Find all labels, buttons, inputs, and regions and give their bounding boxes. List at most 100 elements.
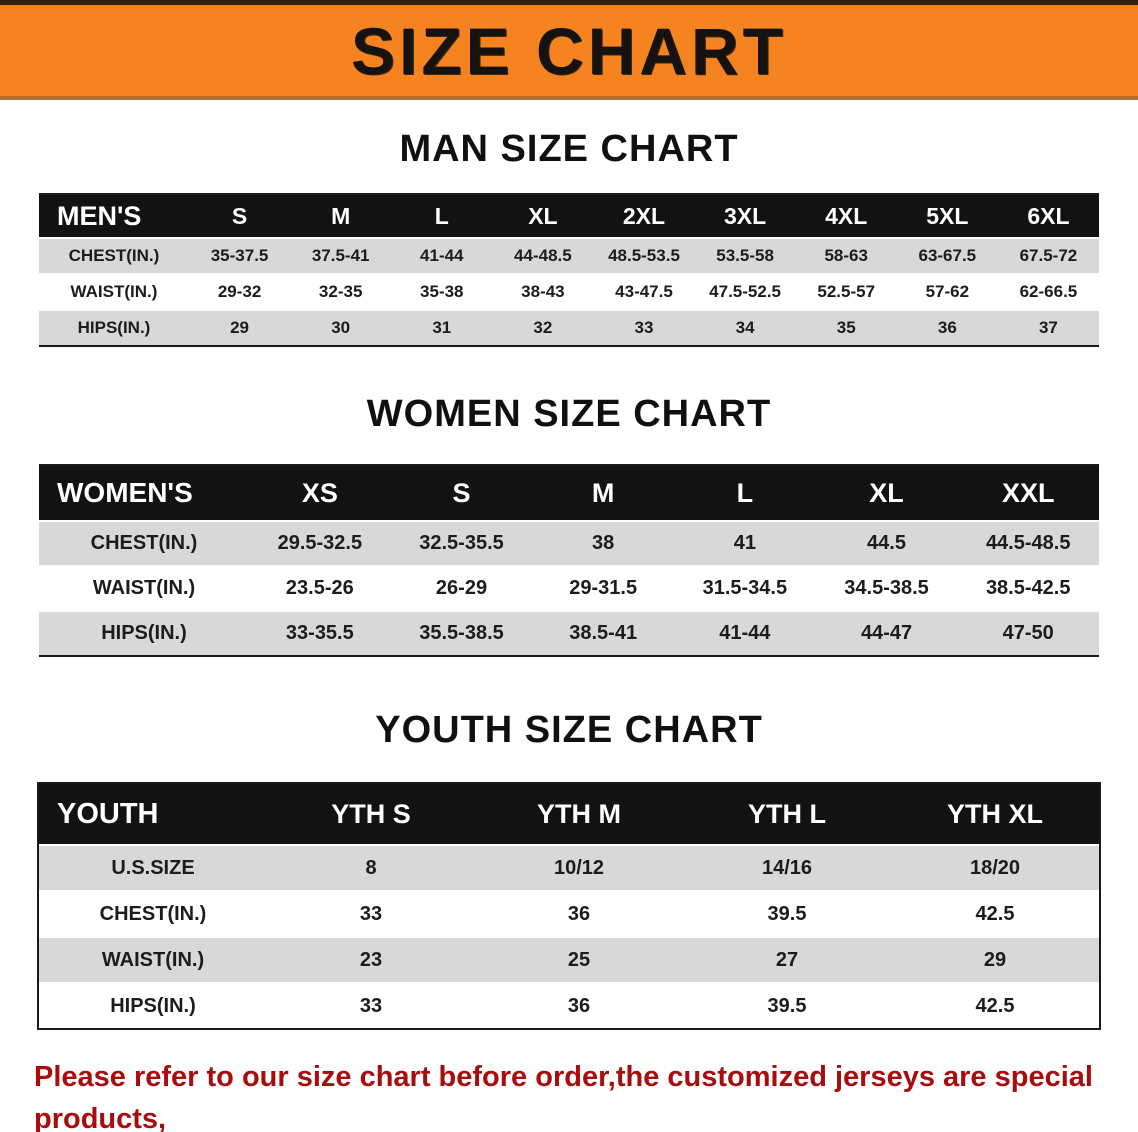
- row-label: WAIST(IN.): [70, 282, 158, 301]
- table-cell: 23: [359, 948, 383, 971]
- table-cell: 8: [365, 856, 377, 879]
- size-column-header: XXL: [1001, 477, 1055, 508]
- size-column-header: XL: [869, 477, 904, 508]
- table-header-row: WOMEN'S XS S M L XL XXL: [39, 466, 1099, 520]
- table-cell: 37: [1038, 318, 1058, 337]
- table-row: HIPS(IN.) 29 30 31 32 33 34 35 36 37: [39, 309, 1099, 345]
- table-cell: 33: [634, 318, 654, 337]
- table-header-row: MEN'S S M L XL 2XL 3XL 4XL 5XL 6XL: [39, 195, 1099, 237]
- table-cell: 29: [230, 318, 250, 337]
- page-title: SIZE CHART: [351, 13, 787, 88]
- row-label: WAIST(IN.): [92, 577, 196, 599]
- size-column-header: XS: [301, 477, 338, 508]
- table-row: U.S.SIZE 8 10/12 14/16 18/20: [39, 844, 1099, 890]
- table-cell: 35.5-38.5: [419, 622, 504, 644]
- table-cell: 57-62: [925, 282, 970, 301]
- row-label: WAIST(IN.): [101, 948, 205, 971]
- footer-note: Please refer to our size chart before or…: [34, 1056, 1104, 1132]
- table-cell: 36: [567, 994, 591, 1017]
- table-cell: 29.5-32.5: [277, 532, 363, 554]
- table-row: WAIST(IN.) 23 25 27 29: [39, 936, 1099, 982]
- youth-section-title: YOUTH SIZE CHART: [375, 709, 763, 751]
- table-cell: 29-32: [217, 282, 262, 301]
- table-cell: 38-43: [521, 282, 565, 301]
- table-row: HIPS(IN.) 33-35.5 35.5-38.5 38.5-41 41-44 44-…: [39, 610, 1099, 655]
- table-cell: 37.5-41: [311, 246, 370, 265]
- row-label: CHEST(IN.): [99, 902, 207, 925]
- table-row: HIPS(IN.) 33 36 39.5 42.5: [39, 982, 1099, 1028]
- table-cell: 58-63: [824, 246, 868, 265]
- table-cell: 63-67.5: [918, 246, 977, 265]
- women-size-table: WOMEN'S XS S M L XL XXL CHEST(IN.) 29.5-32.5 32.5…: [39, 464, 1099, 657]
- size-column-header: 5XL: [926, 202, 969, 229]
- table-cell: 44-48.5: [514, 246, 572, 265]
- table-cell: 26-29: [435, 577, 488, 599]
- men-size-table: MEN'S S M L XL 2XL 3XL 4XL 5XL 6XL CHEST(IN.) 35-37…: [39, 193, 1099, 347]
- table-cell: 41-44: [420, 246, 464, 265]
- table-cell: 35: [836, 318, 856, 337]
- size-column-header: M: [331, 202, 351, 229]
- table-cell: 62-66.5: [1019, 282, 1078, 301]
- size-column-header: 6XL: [1027, 202, 1070, 229]
- table-cell: 53.5-58: [716, 246, 774, 265]
- table-header-row: YOUTH YTH S YTH M YTH L YTH XL: [39, 784, 1099, 844]
- size-column-header: L: [434, 202, 449, 229]
- table-cell: 31: [432, 318, 452, 337]
- size-column-header: 2XL: [622, 202, 666, 229]
- table-cell: 31.5-34.5: [702, 577, 788, 599]
- table-cell: 67.5-72: [1019, 246, 1078, 265]
- table-corner-label: YOUTH: [57, 797, 159, 830]
- table-cell: 30: [331, 318, 351, 337]
- row-label: U.S.SIZE: [111, 856, 195, 879]
- row-label: HIPS(IN.): [101, 622, 187, 644]
- table-cell: 10/12: [553, 856, 605, 879]
- table-cell: 27: [775, 948, 799, 971]
- women-section-title: WOMEN SIZE CHART: [366, 393, 772, 435]
- youth-section: YOUTH SIZE CHART YOUTH YTH S YTH M YTH L YTH…: [0, 657, 1138, 1030]
- table-cell: 34: [735, 318, 755, 337]
- men-section: MAN SIZE CHART MEN'S S M L XL 2XL 3XL 4XL 5XL 6XL…: [0, 100, 1138, 347]
- table-cell: 29-31.5: [569, 577, 638, 599]
- size-column-header: YTH L: [748, 798, 826, 829]
- table-cell: 44.5: [867, 532, 906, 554]
- table-cell: 41: [733, 532, 756, 554]
- banner: SIZE CHART: [0, 0, 1138, 100]
- table-cell: 38: [592, 532, 615, 554]
- row-label: HIPS(IN.): [110, 994, 196, 1017]
- youth-size-table: YOUTH YTH S YTH M YTH L YTH XL U.S.SIZE 8 10/12…: [37, 782, 1101, 1030]
- size-column-header: YTH S: [331, 798, 411, 829]
- table-cell: 33-35.5: [285, 622, 354, 644]
- table-cell: 44.5-48.5: [985, 532, 1071, 554]
- table-cell: 42.5: [975, 994, 1015, 1017]
- table-cell: 32-35: [318, 282, 363, 301]
- size-column-header: S: [452, 477, 471, 508]
- table-cell: 36: [567, 902, 591, 925]
- table-row: WAIST(IN.) 29-32 32-35 35-38 38-43 43-47.5 47.…: [39, 273, 1099, 309]
- table-cell: 48.5-53.5: [608, 246, 680, 265]
- row-label: CHEST(IN.): [68, 246, 160, 265]
- table-cell: 39.5: [767, 902, 807, 925]
- table-cell: 18/20: [969, 856, 1021, 879]
- table-cell: 25: [567, 948, 591, 971]
- size-column-header: L: [736, 477, 754, 508]
- table-cell: 47.5-52.5: [709, 282, 782, 301]
- note-line-1: Please refer to our size chart before or…: [34, 1061, 1093, 1132]
- table-cell: 42.5: [975, 902, 1015, 925]
- size-column-header: 3XL: [724, 202, 767, 229]
- row-label: CHEST(IN.): [90, 532, 198, 554]
- table-cell: 29: [983, 948, 1007, 971]
- table-cell: 35-37.5: [210, 246, 269, 265]
- table-cell: 35-38: [420, 282, 464, 301]
- men-section-title: MAN SIZE CHART: [399, 128, 739, 170]
- row-label: HIPS(IN.): [77, 318, 151, 337]
- table-cell: 44-47: [860, 622, 913, 644]
- table-row: CHEST(IN.) 35-37.5 37.5-41 41-44 44-48.5 48.5…: [39, 237, 1099, 273]
- women-section: WOMEN SIZE CHART WOMEN'S XS S M L XL XXL CHEST(…: [0, 347, 1138, 657]
- table-cell: 32: [533, 318, 553, 337]
- table-cell: 33: [359, 902, 383, 925]
- table-cell: 23.5-26: [285, 577, 354, 599]
- size-column-header: M: [591, 477, 615, 508]
- table-row: WAIST(IN.) 23.5-26 26-29 29-31.5 31.5-34.5 34…: [39, 565, 1099, 610]
- table-cell: 14/16: [761, 856, 813, 879]
